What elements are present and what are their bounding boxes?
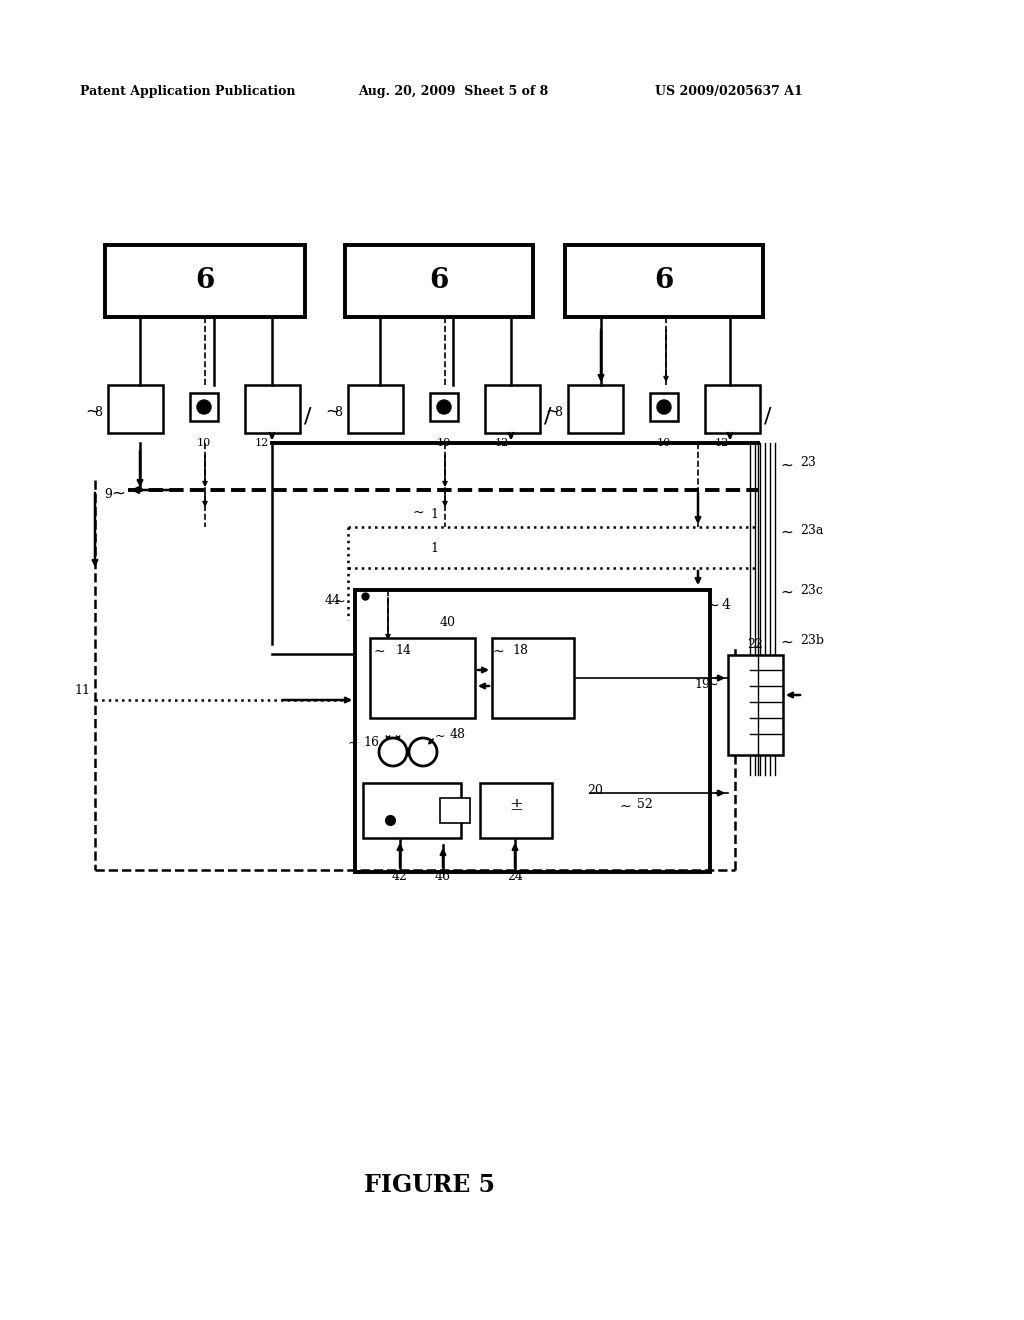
Text: ~: ~ [545, 403, 559, 421]
Bar [370, 638, 475, 718]
Bar [440, 799, 470, 822]
Text: 6: 6 [196, 268, 215, 294]
Text: ~: ~ [434, 730, 445, 742]
Text: 18: 18 [512, 644, 528, 656]
Text: 12: 12 [495, 438, 509, 447]
Text: 16: 16 [362, 735, 379, 748]
Circle shape [437, 400, 451, 414]
Bar [492, 638, 574, 718]
Text: US 2009/0205637 A1: US 2009/0205637 A1 [655, 86, 803, 99]
Text: ~: ~ [780, 585, 793, 599]
Text: 12: 12 [715, 438, 729, 447]
Text: 8: 8 [554, 405, 562, 418]
Text: ~: ~ [620, 800, 631, 814]
Text: ~: ~ [334, 595, 345, 609]
Text: 24: 24 [507, 870, 523, 883]
Text: ~: ~ [325, 403, 339, 421]
Text: 10: 10 [437, 438, 452, 447]
Text: /: / [764, 407, 772, 426]
Text: 20: 20 [587, 784, 603, 796]
Text: ~: ~ [780, 458, 793, 473]
Text: /: / [304, 407, 311, 426]
Bar [362, 783, 461, 838]
Text: 23c: 23c [800, 583, 823, 597]
Bar [705, 385, 760, 433]
Text: 19: 19 [694, 678, 710, 692]
Bar [430, 393, 458, 421]
Text: 48: 48 [450, 729, 466, 742]
Text: ~: ~ [111, 484, 125, 503]
Text: ~: ~ [493, 645, 504, 659]
Bar [108, 385, 163, 433]
Text: ~: ~ [780, 635, 793, 649]
Bar [565, 246, 763, 317]
Text: 23b: 23b [800, 634, 824, 647]
Bar [568, 385, 623, 433]
Text: 46: 46 [435, 870, 451, 883]
Text: ~: ~ [413, 506, 424, 520]
Bar [190, 393, 218, 421]
Text: 1: 1 [430, 507, 438, 520]
Text: 11: 11 [74, 684, 90, 697]
Text: 23a: 23a [800, 524, 823, 536]
Text: 6: 6 [429, 268, 449, 294]
Text: Aug. 20, 2009  Sheet 5 of 8: Aug. 20, 2009 Sheet 5 of 8 [358, 86, 548, 99]
Text: FIGURE 5: FIGURE 5 [365, 1173, 496, 1197]
Text: 4: 4 [722, 598, 731, 612]
Text: 8: 8 [94, 405, 102, 418]
Bar [485, 385, 540, 433]
Text: ~: ~ [707, 678, 718, 692]
Text: ~: ~ [85, 403, 99, 421]
Bar [355, 590, 710, 873]
Text: ~: ~ [374, 645, 385, 659]
Text: 23: 23 [800, 457, 816, 470]
Text: /: / [544, 407, 552, 426]
Text: 8: 8 [334, 405, 342, 418]
Text: 6: 6 [654, 268, 674, 294]
Text: ±: ± [509, 796, 523, 813]
Text: 12: 12 [255, 438, 269, 447]
Bar [105, 246, 305, 317]
Text: 22: 22 [748, 639, 763, 652]
Text: ~: ~ [707, 598, 720, 612]
Text: 10: 10 [197, 438, 211, 447]
Text: ~: ~ [347, 737, 358, 750]
Circle shape [657, 400, 671, 414]
Bar [245, 385, 300, 433]
Text: 9: 9 [104, 487, 112, 500]
Bar [480, 783, 552, 838]
Text: ~: ~ [780, 524, 793, 540]
Text: 1: 1 [430, 541, 438, 554]
Bar [345, 246, 534, 317]
Bar [728, 655, 783, 755]
Text: 40: 40 [440, 615, 456, 628]
Circle shape [197, 400, 211, 414]
Text: 44: 44 [325, 594, 341, 606]
Text: 42: 42 [392, 870, 408, 883]
Bar [650, 393, 678, 421]
Text: 14: 14 [395, 644, 411, 656]
Bar [348, 385, 403, 433]
Text: 10: 10 [656, 438, 671, 447]
Text: Patent Application Publication: Patent Application Publication [80, 86, 296, 99]
Text: 52: 52 [637, 799, 652, 812]
